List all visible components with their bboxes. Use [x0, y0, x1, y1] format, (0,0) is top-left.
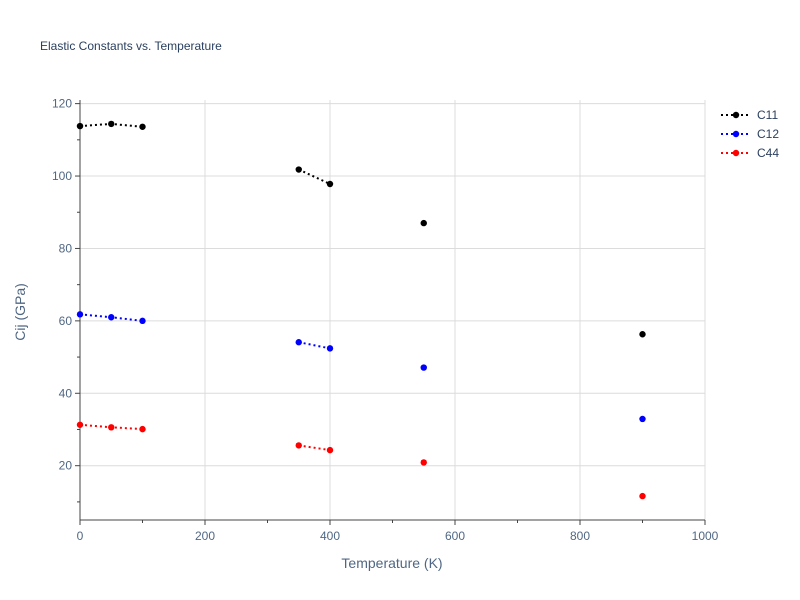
legend[interactable]: C11 C12 C44 — [721, 108, 779, 160]
data-point[interactable] — [139, 425, 146, 433]
legend-label: C44 — [757, 146, 779, 160]
legend-label: C11 — [757, 108, 778, 122]
y-tick-label: 20 — [59, 459, 73, 473]
data-point[interactable] — [139, 317, 146, 325]
series-c11 — [76, 120, 646, 338]
series-c12 — [76, 311, 646, 423]
data-point[interactable] — [639, 331, 646, 338]
data-point[interactable] — [326, 180, 334, 188]
y-tick-label: 60 — [59, 314, 73, 328]
data-point[interactable] — [420, 364, 427, 371]
data-point[interactable] — [295, 442, 302, 449]
x-tick-label: 0 — [77, 529, 84, 543]
y-axis-title: Cij (GPa) — [12, 283, 28, 341]
legend-swatch-marker — [732, 130, 740, 138]
x-axis-title: Temperature (K) — [341, 555, 442, 571]
y-tick-label: 40 — [59, 386, 73, 400]
plot-area — [76, 120, 646, 500]
data-point[interactable] — [108, 424, 115, 431]
data-point[interactable] — [139, 123, 146, 130]
legend-swatch-marker — [732, 149, 740, 157]
data-point[interactable] — [326, 446, 334, 454]
data-point[interactable] — [76, 421, 84, 428]
series-line — [298, 341, 331, 350]
legend-label: C12 — [757, 127, 779, 141]
x-tick-label: 600 — [445, 529, 465, 543]
legend-item-c44[interactable]: C44 — [721, 146, 779, 160]
x-tick-label: 800 — [570, 529, 590, 543]
data-point[interactable] — [326, 345, 334, 352]
legend-item-c12[interactable]: C12 — [721, 127, 779, 141]
data-point[interactable] — [108, 314, 115, 321]
x-tick-label: 200 — [195, 529, 215, 543]
data-point[interactable] — [76, 311, 84, 318]
x-tick-label: 400 — [320, 529, 340, 543]
x-tick-label: 1000 — [692, 529, 719, 543]
data-point[interactable] — [639, 492, 646, 500]
series-line — [298, 444, 331, 452]
y-tick-label: 120 — [52, 97, 72, 111]
chart-title: Elastic Constants vs. Temperature — [40, 39, 222, 53]
grid — [80, 100, 706, 520]
legend-swatch-marker — [732, 111, 740, 119]
y-tick-label: 100 — [52, 169, 72, 183]
data-point[interactable] — [108, 120, 115, 128]
data-point[interactable] — [639, 415, 646, 423]
data-point[interactable] — [76, 122, 84, 130]
legend-item-c11[interactable]: C11 — [721, 108, 778, 122]
data-point[interactable] — [420, 459, 427, 466]
axes: 20 40 60 80 100 120 0 200 400 600 800 1000 — [52, 97, 719, 543]
data-point[interactable] — [295, 339, 302, 346]
data-point[interactable] — [295, 166, 302, 173]
data-point[interactable] — [420, 219, 427, 227]
y-tick-label: 80 — [59, 241, 73, 255]
series-c44 — [76, 421, 646, 500]
series-line — [298, 168, 331, 185]
